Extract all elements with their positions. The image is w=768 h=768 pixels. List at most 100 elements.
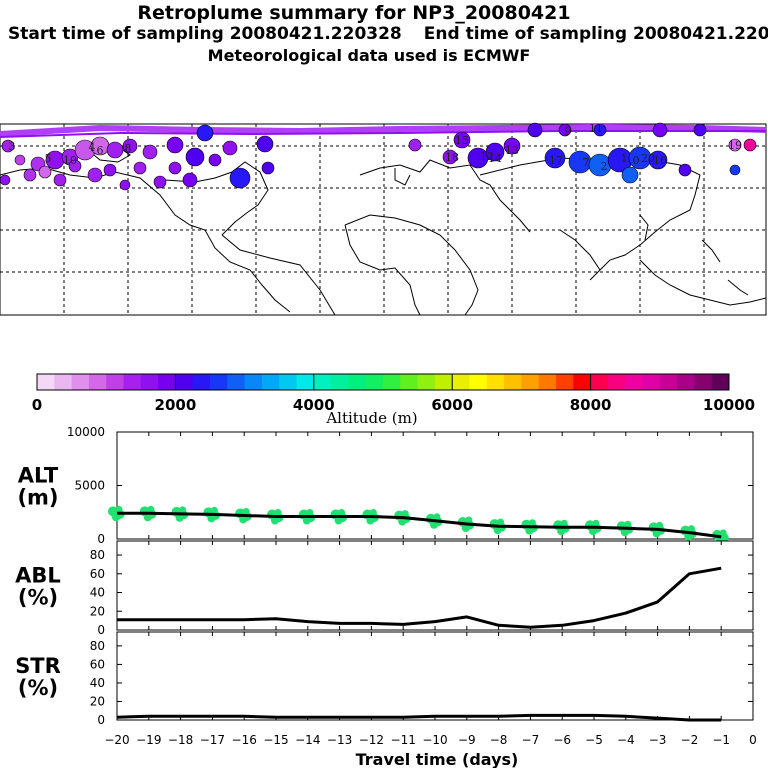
y-axis-label-line: (m) bbox=[17, 486, 58, 510]
alt-sample-point bbox=[210, 506, 218, 514]
alt-sample-point bbox=[430, 520, 438, 529]
alt-sample-point bbox=[557, 527, 566, 536]
plume-marker bbox=[558, 123, 572, 137]
plume-marker bbox=[168, 161, 182, 175]
alt-sample-point bbox=[179, 506, 187, 514]
alt-sample-point bbox=[589, 527, 597, 536]
y-tick-label: 80 bbox=[90, 639, 105, 653]
alt-sample-point bbox=[338, 509, 346, 517]
plume-marker-label: 19 bbox=[728, 139, 742, 152]
alt-sample-point bbox=[592, 519, 600, 527]
colorbar-tick-label: 2000 bbox=[155, 396, 197, 414]
colorbar-cell bbox=[400, 374, 419, 390]
colorbar-cell bbox=[452, 374, 470, 390]
plume-marker bbox=[196, 124, 214, 142]
plume-marker bbox=[678, 163, 692, 177]
y-tick-label: 60 bbox=[90, 657, 105, 671]
colorbar-cell bbox=[573, 374, 592, 390]
plume-marker bbox=[23, 168, 37, 182]
alt-sample-point bbox=[497, 518, 505, 526]
plume-marker-label: 15 bbox=[455, 134, 469, 147]
y-tick-label: 40 bbox=[90, 586, 105, 600]
panel-abl: 0 20 40 60 80 ABL (%) bbox=[15, 540, 754, 637]
plume-marker bbox=[14, 154, 26, 166]
colorbar-title: Altitude (m) bbox=[325, 409, 417, 427]
colorbar-cell bbox=[106, 374, 124, 390]
plume-marker bbox=[53, 173, 67, 187]
plume-marker bbox=[142, 144, 158, 160]
plume-marker-label: 1 bbox=[621, 152, 628, 165]
colorbar-cell bbox=[469, 374, 488, 390]
plume-marker bbox=[185, 147, 205, 167]
alt-sample-point bbox=[560, 519, 568, 527]
y-tick-label: 0 bbox=[97, 623, 105, 637]
plume-marker bbox=[229, 167, 251, 189]
plume-marker-label: 14 bbox=[488, 152, 502, 165]
x-tick-label: −12 bbox=[359, 733, 384, 747]
colorbar-cell bbox=[261, 374, 280, 390]
sampling-times: Start time of sampling 20080421.220328 En… bbox=[8, 24, 768, 44]
plume-marker-label: 17 bbox=[549, 154, 563, 167]
x-tick-label: −19 bbox=[136, 733, 161, 747]
plume-marker bbox=[256, 135, 274, 153]
x-tick-label: −16 bbox=[232, 733, 257, 747]
y-tick-label: 0 bbox=[97, 713, 105, 727]
met-data-label: Meteorological data used is ECMWF bbox=[207, 46, 531, 65]
start-time-label: Start time of sampling 20080421.220328 bbox=[8, 24, 402, 44]
series-line-str bbox=[116, 713, 722, 722]
colorbar-cell bbox=[625, 374, 643, 390]
plume-marker-label: 7 bbox=[583, 156, 590, 169]
plume-marker-label: 0 bbox=[633, 154, 640, 167]
plume-marker-label: 5 bbox=[45, 152, 52, 165]
plume-marker bbox=[729, 164, 741, 176]
plume-marker-label: 18 bbox=[445, 151, 459, 164]
colorbar-cell bbox=[158, 374, 176, 390]
plume-marker-label: 13 bbox=[505, 144, 519, 157]
colorbar-cell bbox=[123, 374, 142, 390]
plume-marker bbox=[621, 166, 639, 184]
colorbar-cell bbox=[348, 374, 367, 390]
plume-marker bbox=[38, 165, 52, 179]
alt-sample-point bbox=[687, 525, 695, 533]
colorbar-cell bbox=[434, 374, 453, 390]
panel-frame bbox=[116, 540, 754, 631]
plume-marker bbox=[119, 179, 131, 191]
plume-marker bbox=[652, 122, 668, 138]
x-tick-label: −15 bbox=[263, 733, 288, 747]
colorbar-cell bbox=[607, 374, 626, 390]
alt-sample-point bbox=[652, 529, 661, 538]
colorbar-cell bbox=[140, 374, 159, 390]
plume-marker bbox=[743, 138, 757, 152]
alt-sample-point bbox=[461, 524, 470, 533]
colorbar-cell bbox=[486, 374, 505, 390]
colorbar-cell bbox=[192, 374, 211, 390]
colorbar-cell bbox=[88, 374, 107, 390]
plume-marker bbox=[87, 167, 103, 183]
alt-sample-point bbox=[147, 505, 155, 513]
alt-sample-point bbox=[369, 509, 377, 517]
colorbar-cell bbox=[54, 374, 73, 390]
plume-marker-label: 3 bbox=[9, 140, 16, 153]
series-line-abl bbox=[117, 566, 722, 629]
plume-marker bbox=[153, 175, 167, 189]
alt-sample-point bbox=[525, 526, 534, 535]
plume-marker bbox=[106, 141, 124, 159]
alt-sample-point bbox=[719, 529, 727, 537]
colorbar-cell bbox=[244, 374, 263, 390]
chart-title: Retroplume summary for NP3_20080421 bbox=[137, 2, 571, 24]
x-tick-label: −13 bbox=[327, 733, 352, 747]
colorbar-cell bbox=[677, 374, 695, 390]
x-tick-label: −3 bbox=[649, 733, 667, 747]
alt-sample-point bbox=[239, 515, 248, 524]
colorbar-tick-label: 8000 bbox=[570, 396, 612, 414]
panel-alt: 0 5000 10000 ALT (m) bbox=[17, 425, 754, 546]
plume-marker bbox=[527, 122, 543, 138]
colorbar-tick-label: 6000 bbox=[431, 396, 473, 414]
plume-marker bbox=[453, 131, 471, 149]
colorbar-cell bbox=[694, 374, 713, 390]
alt-sample-point bbox=[271, 516, 279, 525]
colorbar-cell bbox=[279, 374, 297, 390]
